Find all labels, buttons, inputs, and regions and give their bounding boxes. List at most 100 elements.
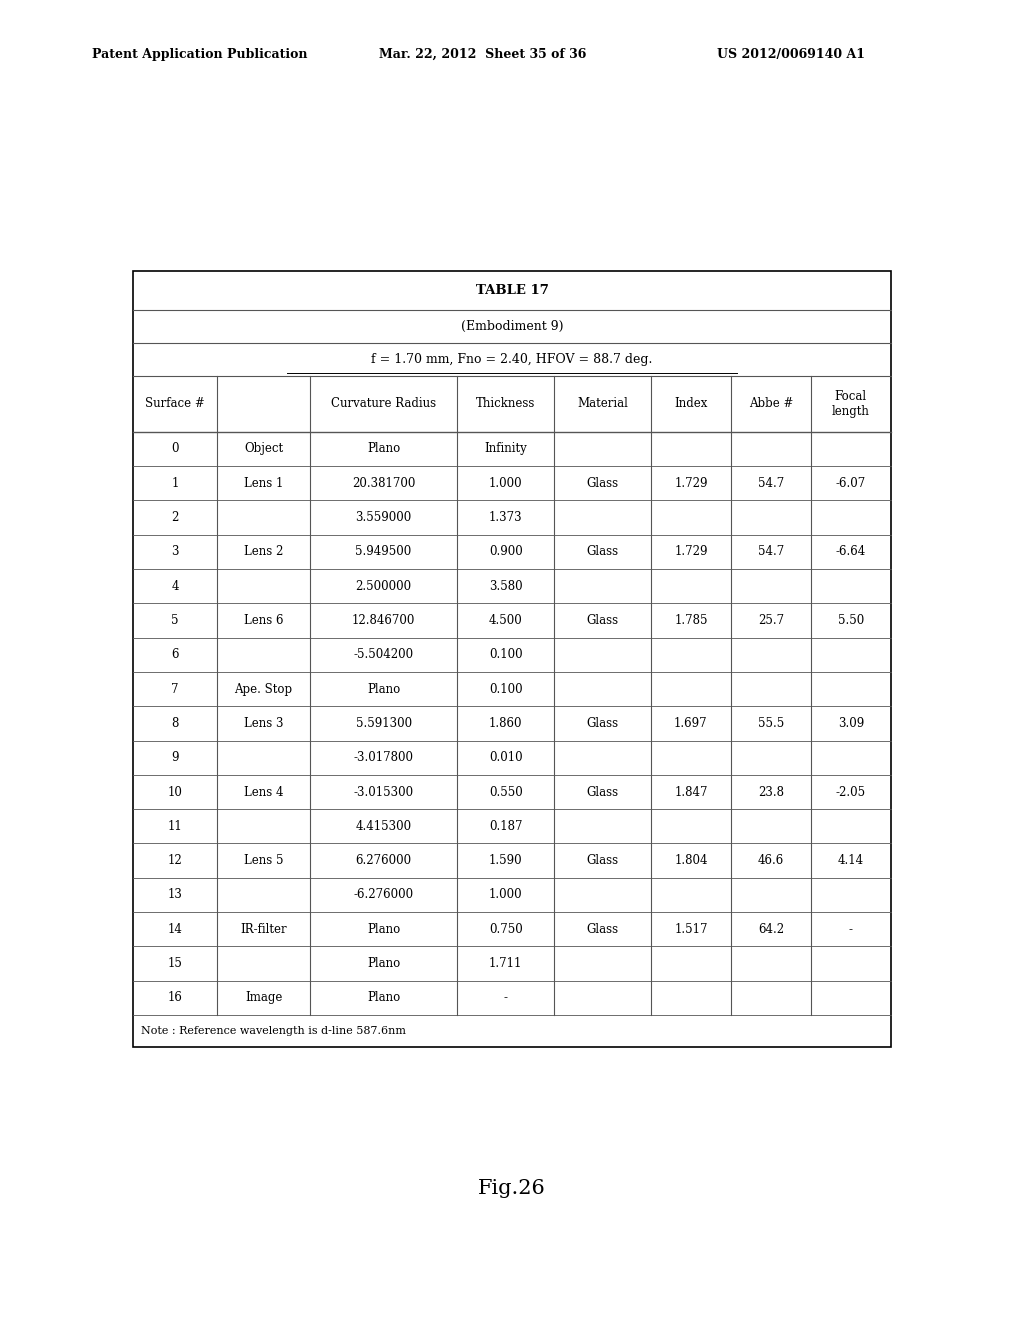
Text: 13: 13: [168, 888, 182, 902]
Text: 54.7: 54.7: [758, 545, 784, 558]
Text: Fig.26: Fig.26: [478, 1179, 546, 1197]
Text: US 2012/0069140 A1: US 2012/0069140 A1: [717, 48, 865, 61]
Text: 5: 5: [171, 614, 179, 627]
Text: 1.373: 1.373: [488, 511, 522, 524]
Text: Patent Application Publication: Patent Application Publication: [92, 48, 307, 61]
Text: 4.415300: 4.415300: [355, 820, 412, 833]
Text: 15: 15: [168, 957, 182, 970]
Text: Index: Index: [674, 397, 708, 411]
Text: Material: Material: [578, 397, 628, 411]
Text: -6.64: -6.64: [836, 545, 866, 558]
Text: 2.500000: 2.500000: [355, 579, 412, 593]
Text: Glass: Glass: [587, 785, 618, 799]
Text: 6.276000: 6.276000: [355, 854, 412, 867]
Text: Plano: Plano: [367, 923, 400, 936]
Text: 1.590: 1.590: [488, 854, 522, 867]
Text: Object: Object: [244, 442, 284, 455]
Text: Plano: Plano: [367, 682, 400, 696]
Text: 12.846700: 12.846700: [352, 614, 416, 627]
Text: -6.276000: -6.276000: [353, 888, 414, 902]
Text: 7: 7: [171, 682, 179, 696]
Text: 4.500: 4.500: [488, 614, 522, 627]
Text: (Embodiment 9): (Embodiment 9): [461, 321, 563, 333]
Text: 3: 3: [171, 545, 179, 558]
Text: Mar. 22, 2012  Sheet 35 of 36: Mar. 22, 2012 Sheet 35 of 36: [379, 48, 587, 61]
Text: 1.517: 1.517: [674, 923, 708, 936]
Text: Note : Reference wavelength is d-line 587.6nm: Note : Reference wavelength is d-line 58…: [141, 1026, 407, 1036]
Text: 1.785: 1.785: [674, 614, 708, 627]
Text: 64.2: 64.2: [758, 923, 784, 936]
Text: 1.729: 1.729: [674, 477, 708, 490]
Text: 16: 16: [168, 991, 182, 1005]
Text: 0.010: 0.010: [488, 751, 522, 764]
Text: 6: 6: [171, 648, 179, 661]
Text: 3.580: 3.580: [488, 579, 522, 593]
Text: 46.6: 46.6: [758, 854, 784, 867]
Text: 9: 9: [171, 751, 179, 764]
Text: 25.7: 25.7: [758, 614, 784, 627]
Text: Lens 5: Lens 5: [244, 854, 284, 867]
Text: 0: 0: [171, 442, 179, 455]
Text: Plano: Plano: [367, 442, 400, 455]
Text: 5.50: 5.50: [838, 614, 864, 627]
Text: 11: 11: [168, 820, 182, 833]
Text: Lens 6: Lens 6: [244, 614, 284, 627]
Text: Abbe #: Abbe #: [749, 397, 794, 411]
Text: Plano: Plano: [367, 991, 400, 1005]
Text: 5.591300: 5.591300: [355, 717, 412, 730]
Text: 1.847: 1.847: [674, 785, 708, 799]
Text: Infinity: Infinity: [484, 442, 527, 455]
Text: 3.559000: 3.559000: [355, 511, 412, 524]
Text: 12: 12: [168, 854, 182, 867]
Text: 4: 4: [171, 579, 179, 593]
Text: 0.187: 0.187: [488, 820, 522, 833]
Text: 23.8: 23.8: [758, 785, 784, 799]
Text: 0.750: 0.750: [488, 923, 522, 936]
Text: Plano: Plano: [367, 957, 400, 970]
Text: -5.504200: -5.504200: [353, 648, 414, 661]
Text: Lens 1: Lens 1: [244, 477, 284, 490]
Text: TABLE 17: TABLE 17: [475, 284, 549, 297]
Text: 10: 10: [168, 785, 182, 799]
Text: Lens 3: Lens 3: [244, 717, 284, 730]
Text: -: -: [504, 991, 508, 1005]
Text: Focal
length: Focal length: [831, 389, 869, 418]
Text: f = 1.70 mm, Fno = 2.40, HFOV = 88.7 deg.: f = 1.70 mm, Fno = 2.40, HFOV = 88.7 deg…: [372, 354, 652, 366]
Text: Glass: Glass: [587, 614, 618, 627]
Text: 0.550: 0.550: [488, 785, 522, 799]
Text: 4.14: 4.14: [838, 854, 864, 867]
Text: 14: 14: [168, 923, 182, 936]
Text: Glass: Glass: [587, 923, 618, 936]
Text: -2.05: -2.05: [836, 785, 866, 799]
Text: -3.015300: -3.015300: [353, 785, 414, 799]
Text: IR-filter: IR-filter: [241, 923, 287, 936]
Text: 5.949500: 5.949500: [355, 545, 412, 558]
Text: 1.000: 1.000: [488, 477, 522, 490]
Text: -6.07: -6.07: [836, 477, 866, 490]
Text: 0.900: 0.900: [488, 545, 522, 558]
Text: 1.729: 1.729: [674, 545, 708, 558]
Text: 2: 2: [172, 511, 179, 524]
Text: Glass: Glass: [587, 717, 618, 730]
Text: Image: Image: [245, 991, 283, 1005]
Text: 0.100: 0.100: [488, 648, 522, 661]
Text: 55.5: 55.5: [758, 717, 784, 730]
Text: 3.09: 3.09: [838, 717, 864, 730]
Text: Lens 2: Lens 2: [244, 545, 284, 558]
Text: Glass: Glass: [587, 477, 618, 490]
Text: 1: 1: [172, 477, 179, 490]
Text: 1.804: 1.804: [674, 854, 708, 867]
Text: -: -: [849, 923, 853, 936]
Text: 20.381700: 20.381700: [352, 477, 416, 490]
Text: Surface #: Surface #: [145, 397, 205, 411]
Text: 1.711: 1.711: [489, 957, 522, 970]
Text: 54.7: 54.7: [758, 477, 784, 490]
Text: Glass: Glass: [587, 545, 618, 558]
Text: 8: 8: [172, 717, 179, 730]
Text: Curvature Radius: Curvature Radius: [331, 397, 436, 411]
Text: -3.017800: -3.017800: [353, 751, 414, 764]
Text: 1.000: 1.000: [488, 888, 522, 902]
Text: Glass: Glass: [587, 854, 618, 867]
Text: 1.697: 1.697: [674, 717, 708, 730]
Text: Thickness: Thickness: [476, 397, 536, 411]
